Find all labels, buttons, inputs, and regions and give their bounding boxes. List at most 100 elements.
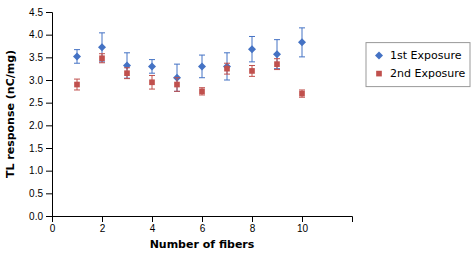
y-tick: 4.0: [29, 29, 52, 40]
error-bar-cap: [274, 69, 280, 70]
y-tick: 3.5: [29, 52, 52, 63]
y-tick-mark: [46, 148, 52, 149]
legend-item: 2nd Exposure: [376, 67, 465, 80]
y-tick: 3.0: [29, 75, 52, 86]
error-bar-cap: [224, 74, 230, 75]
point: [124, 70, 130, 76]
point: [274, 61, 280, 67]
point: [148, 62, 156, 70]
error-bar-cap: [249, 36, 255, 37]
y-tick-label: 2.0: [29, 120, 43, 131]
point: [149, 79, 155, 85]
error-bar-cap: [74, 89, 80, 90]
x-tick: 0: [50, 216, 56, 234]
x-tick-label: 8: [250, 223, 256, 234]
series: [73, 28, 306, 91]
error-bar-cap: [74, 63, 80, 64]
error-bar-cap: [224, 63, 230, 64]
legend: 1st Exposure 2nd Exposure: [366, 43, 470, 87]
y-tick-mark: [46, 216, 52, 217]
legend-item: 1st Exposure: [375, 49, 462, 62]
error-bar-cap: [174, 91, 180, 92]
point: [99, 55, 105, 61]
y-tick-label: 4.0: [29, 29, 43, 40]
error-bar-cap: [149, 75, 155, 76]
x-tick-mark: [202, 216, 203, 222]
point: [299, 91, 305, 97]
y-tick-mark: [46, 12, 52, 13]
error-bar-cap: [124, 52, 130, 53]
error-bar: [299, 90, 305, 97]
point: [98, 43, 106, 51]
x-axis-title: Number of fibers: [150, 238, 255, 251]
y-tick-label: 3.5: [29, 52, 43, 63]
y-tick-label: 4.5: [29, 7, 43, 18]
error-bar: [274, 59, 280, 70]
y-tick: 2.0: [29, 120, 52, 131]
legend-symbol: [375, 52, 383, 60]
y-tick-mark: [46, 125, 52, 126]
error-bar: [99, 54, 105, 63]
error-bar-cap: [149, 73, 155, 74]
point: [199, 89, 205, 95]
error-bar-cap: [299, 97, 305, 98]
point: [74, 82, 80, 88]
y-axis: 0.00.51.01.52.02.53.03.54.04.5: [29, 7, 52, 222]
y-tick-mark: [46, 35, 52, 36]
error-bar: [74, 79, 80, 90]
error-bar-cap: [299, 56, 305, 57]
error-bar-cap: [199, 87, 205, 88]
y-tick-mark: [46, 80, 52, 81]
x-tick-mark: [102, 216, 103, 222]
error-bar: [124, 68, 130, 79]
series: [74, 54, 305, 98]
x-tick-mark: [302, 216, 303, 222]
error-bar: [199, 88, 205, 95]
y-tick-label: 0.0: [29, 211, 43, 222]
error-bar-cap: [224, 52, 230, 53]
legend-label: 2nd Exposure: [390, 67, 466, 80]
x-tick: 6: [200, 216, 206, 234]
point: [73, 52, 81, 60]
error-bar: [149, 75, 155, 89]
y-tick-label: 3.0: [29, 75, 43, 86]
error-bar-cap: [99, 62, 105, 63]
point: [249, 68, 255, 74]
point: [298, 38, 306, 46]
y-tick: 4.5: [29, 7, 52, 18]
error-bar-cap: [299, 89, 305, 90]
legend-symbol: [376, 71, 382, 77]
error-bar-cap: [149, 59, 155, 60]
y-tick-label: 0.5: [29, 188, 43, 199]
x-tick-mark: [152, 216, 153, 222]
x-tick-label: 0: [50, 223, 56, 234]
y-tick: 0.5: [29, 188, 52, 199]
error-bar-cap: [199, 55, 205, 56]
error-bar-cap: [249, 76, 255, 77]
y-tick: 2.5: [29, 97, 52, 108]
y-tick-mark: [46, 171, 52, 172]
error-bar-cap: [99, 53, 105, 54]
point: [273, 50, 281, 58]
y-tick-mark: [46, 103, 52, 104]
x-tick-label: 4: [150, 223, 156, 234]
y-tick: 0.0: [29, 211, 52, 222]
x-axis: 0 2 4 6 8 10: [50, 216, 353, 234]
x-tick-label: 2: [100, 223, 106, 234]
point: [198, 62, 206, 70]
x-tick: 4: [150, 216, 156, 234]
error-bar-cap: [174, 77, 180, 78]
error-bar: [249, 65, 255, 76]
marks: [73, 28, 306, 97]
error-bar-cap: [149, 89, 155, 90]
error-bar-cap: [249, 65, 255, 66]
y-tick-label: 1.0: [29, 165, 43, 176]
x-tick-label: 10: [297, 223, 309, 234]
error-bar-cap: [124, 78, 130, 79]
error-bar-cap: [274, 39, 280, 40]
x-tick: 8: [250, 216, 256, 234]
error-bar: [224, 53, 230, 80]
x-tick: 2: [100, 216, 106, 234]
error-bar-cap: [299, 27, 305, 28]
error-bar-cap: [199, 94, 205, 95]
